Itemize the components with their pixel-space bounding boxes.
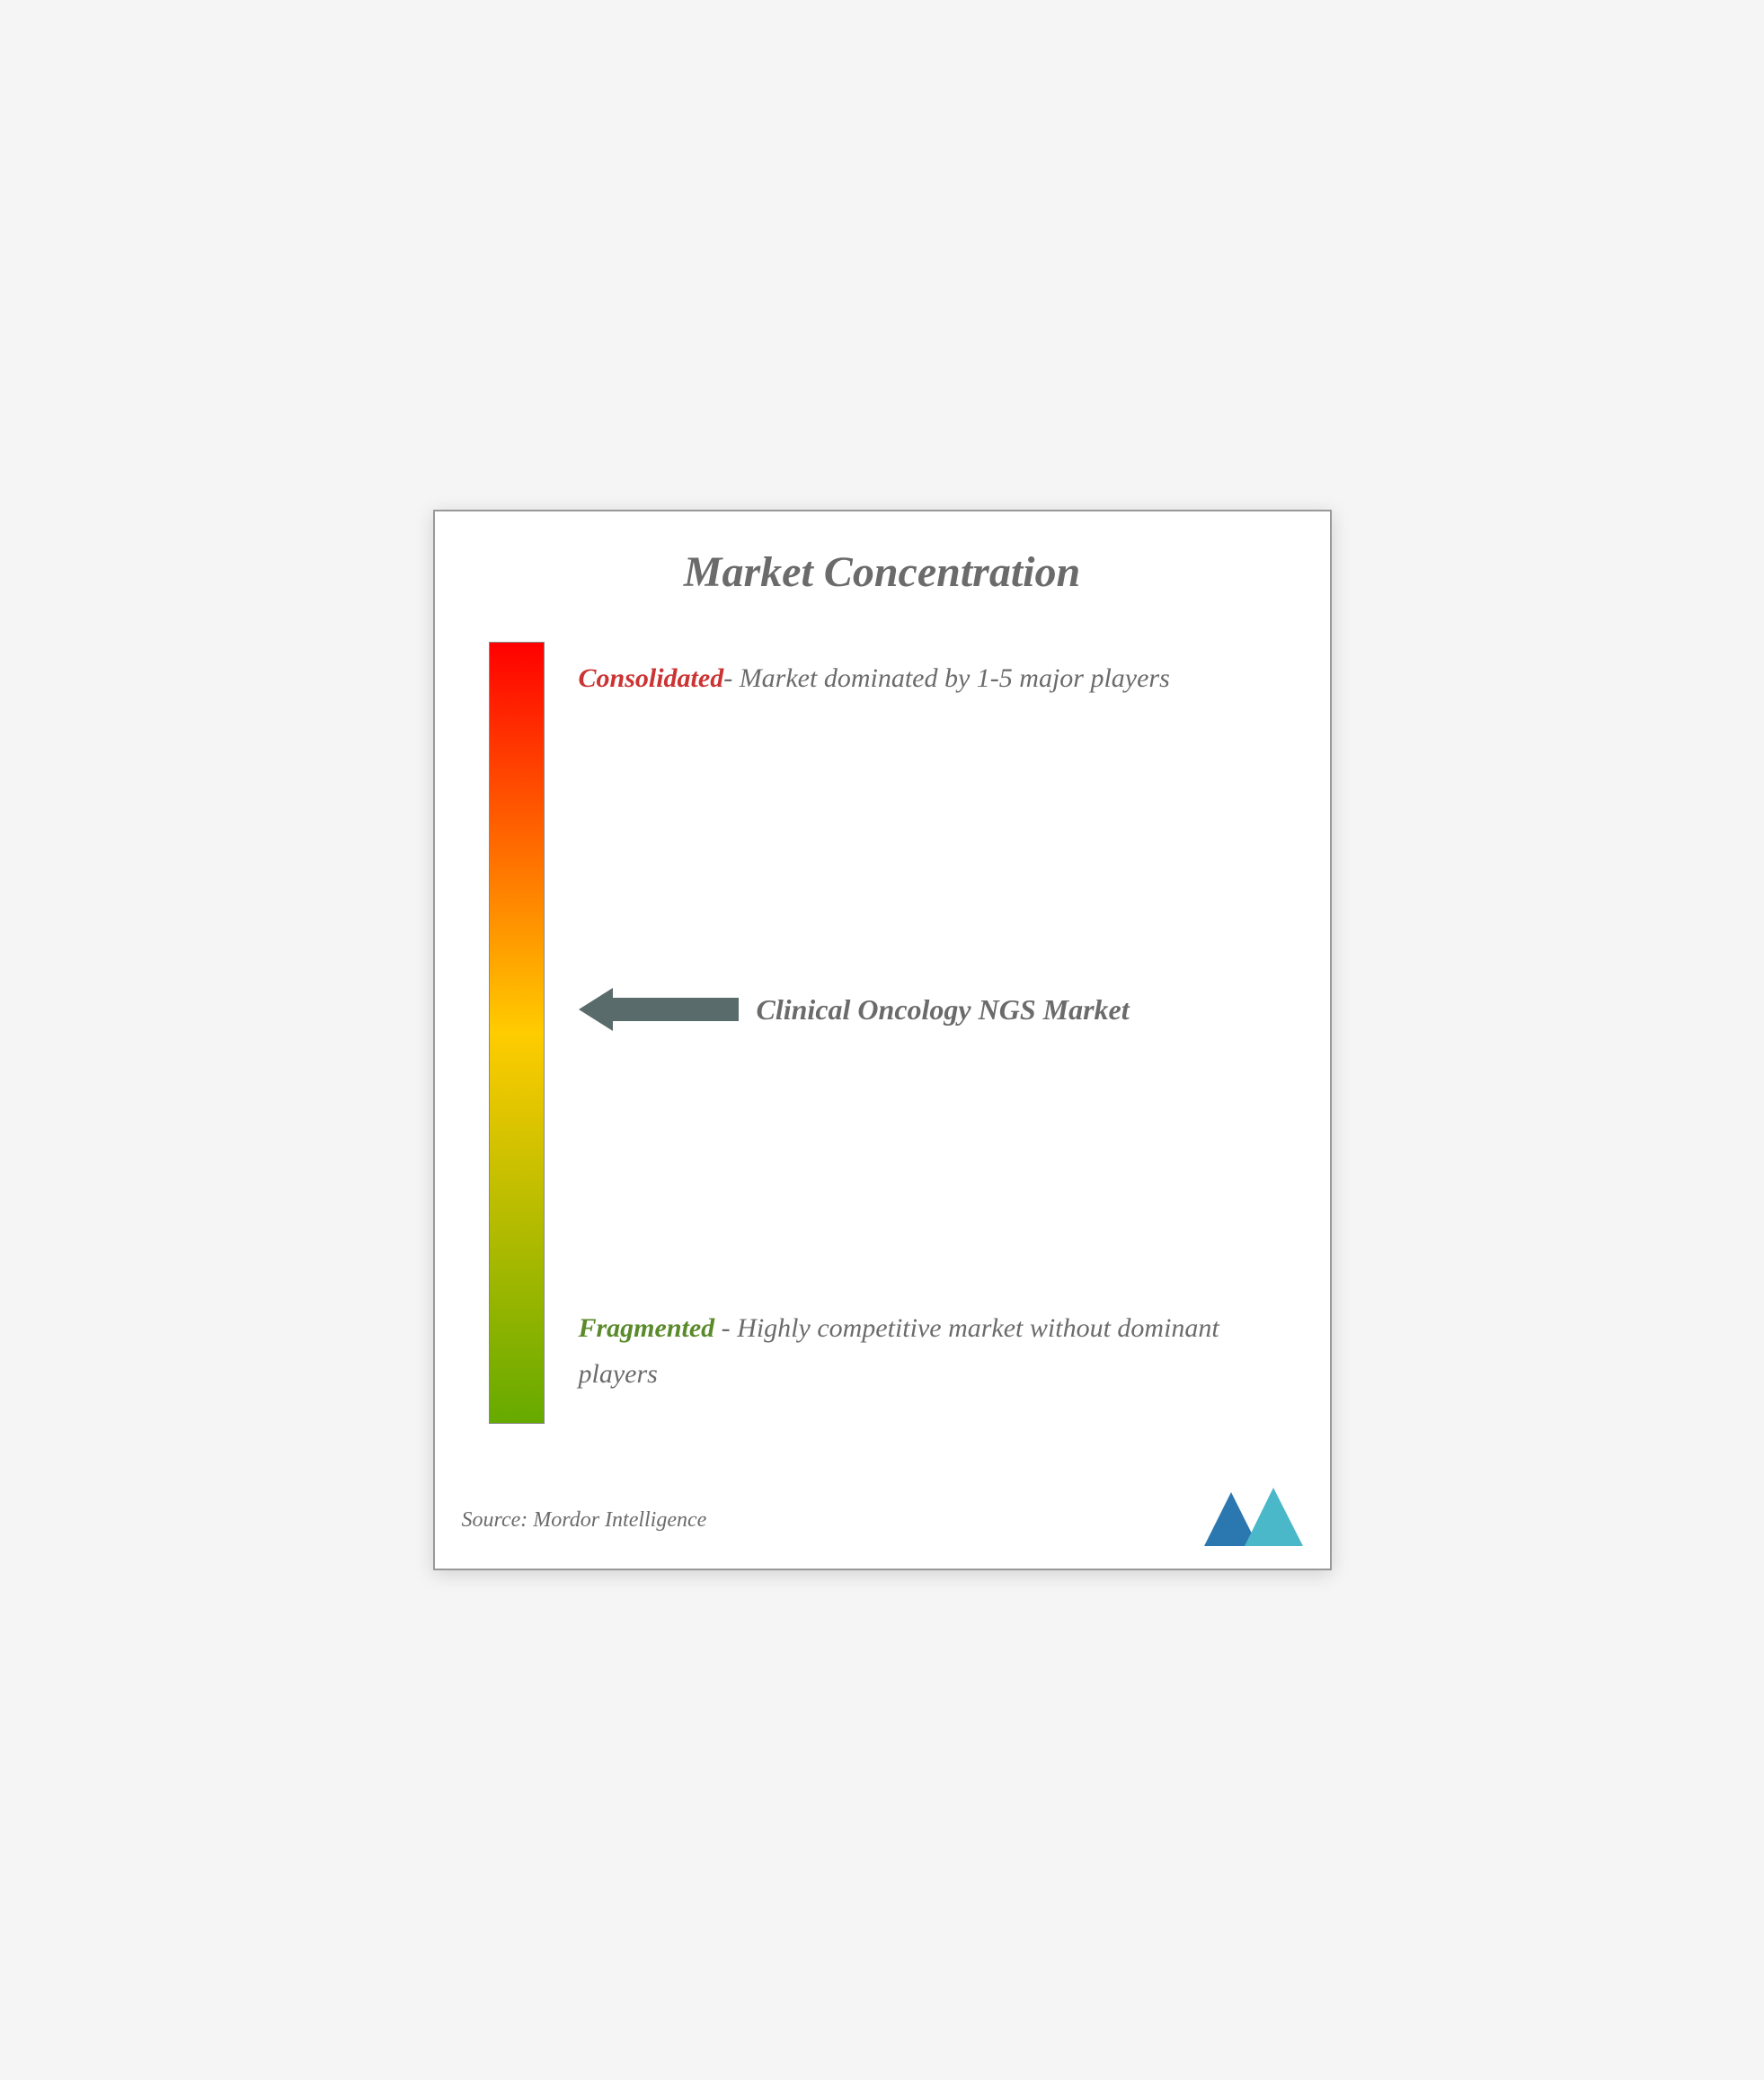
infographic-container: Market Concentration Consolidated- Marke…: [433, 510, 1332, 1570]
arrow-head-icon: [579, 988, 613, 1031]
chart-title: Market Concentration: [480, 547, 1285, 597]
content-area: Consolidated- Market dominated by 1-5 ma…: [480, 642, 1285, 1433]
consolidated-keyword: Consolidated: [579, 663, 724, 693]
arrow-shaft-icon: [613, 998, 739, 1021]
consolidated-text: Consolidated- Market dominated by 1-5 ma…: [579, 655, 1267, 701]
source-attribution: Source: Mordor Intelligence: [462, 1508, 707, 1533]
consolidated-detail: - Market dominated by 1-5 major players: [723, 663, 1170, 693]
arrow-left-icon: [579, 988, 739, 1031]
fragmented-description: Fragmented - Highly competitive market w…: [579, 1305, 1267, 1397]
fragmented-keyword: Fragmented: [579, 1313, 715, 1343]
source-prefix: Source:: [462, 1508, 534, 1532]
consolidated-description: Consolidated- Market dominated by 1-5 ma…: [579, 655, 1267, 701]
concentration-gradient-bar: [489, 642, 545, 1424]
market-position-marker: Clinical Oncology NGS Market: [579, 988, 1267, 1031]
mordor-logo-icon: [1200, 1479, 1307, 1551]
logo-shape-2: [1245, 1488, 1303, 1546]
source-name: Mordor Intelligence: [533, 1508, 706, 1532]
market-name-label: Clinical Oncology NGS Market: [757, 993, 1130, 1027]
descriptions-region: Consolidated- Market dominated by 1-5 ma…: [579, 642, 1267, 1424]
fragmented-text: Fragmented - Highly competitive market w…: [579, 1305, 1267, 1397]
